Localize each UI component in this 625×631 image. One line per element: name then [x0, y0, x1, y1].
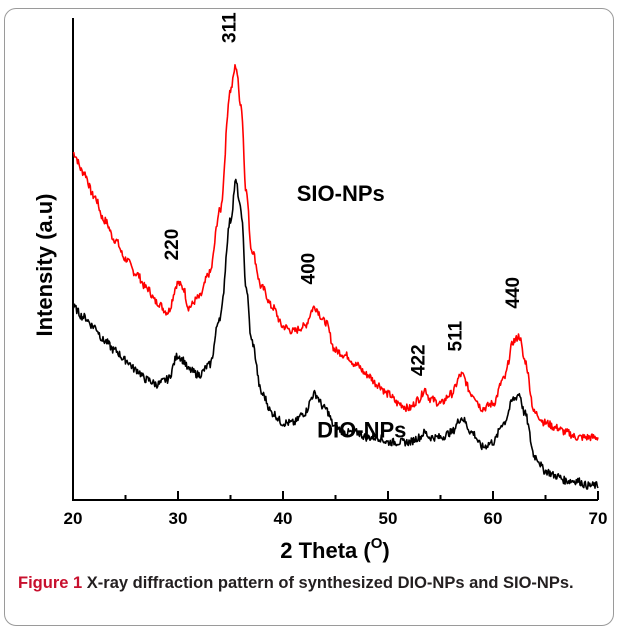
x-tick-label: 60: [484, 509, 503, 528]
x-tick-label: 40: [274, 509, 293, 528]
series-line-dio-nps: [72, 178, 599, 490]
peak-label-311: 311: [220, 12, 241, 43]
caption-label: Figure 1: [18, 574, 83, 592]
peak-label-220: 220: [162, 229, 183, 261]
plot-axes: 20 30 40 50 60 70: [64, 18, 608, 528]
xrd-chart: 20 30 40 50 60 70 220 311 400 422 511 440 SIO-NPs DI…: [32, 12, 608, 563]
figure-caption: Figure 1 X-ray diffraction pattern of sy…: [18, 571, 608, 596]
peak-label-511: 511: [446, 320, 467, 351]
peak-label-400: 400: [299, 253, 320, 285]
series-label-dio-nps: DIO-NPs: [317, 417, 406, 442]
x-tick-label: 50: [379, 509, 398, 528]
x-axis-label: 2 Theta (O): [280, 535, 389, 563]
x-tick-label: 30: [169, 509, 188, 528]
series-label-sio-nps: SIO-NPs: [297, 181, 385, 206]
peak-labels: 220 311 400 422 511 440 SIO-NPs DIO-NPs: [162, 12, 524, 442]
x-tick-label: 70: [589, 509, 608, 528]
caption-text: X-ray diffraction pattern of synthesized…: [86, 574, 574, 592]
peak-label-440: 440: [503, 277, 524, 309]
x-tick-label: 20: [64, 509, 83, 528]
y-axis-label: Intensity (a.u): [32, 193, 57, 336]
peak-label-422: 422: [409, 344, 430, 376]
series-line-sio-nps: [72, 64, 599, 442]
plot-series: [72, 64, 599, 490]
